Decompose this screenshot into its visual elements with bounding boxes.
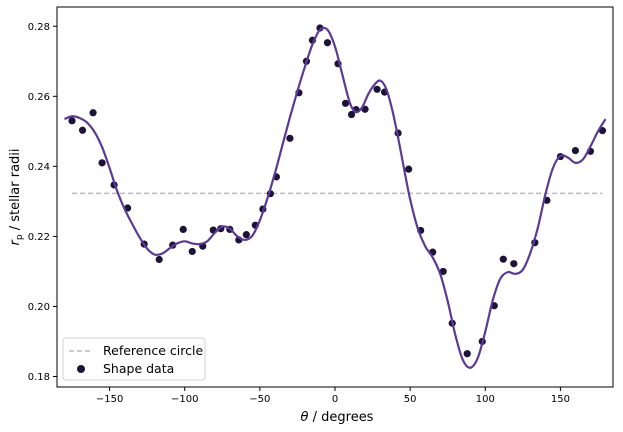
- plot-background: [57, 7, 613, 387]
- x-tick-label: 50: [404, 394, 417, 405]
- shape-data-point: [341, 99, 350, 107]
- shape-data-point: [78, 126, 87, 134]
- x-tick-label: 150: [551, 394, 570, 405]
- legend-frame: [62, 337, 206, 381]
- x-tick-label: −150: [96, 394, 123, 405]
- y-tick-label: 0.26: [28, 92, 50, 103]
- fitted-shape-curve: [64, 26, 607, 369]
- shape-data-point: [242, 231, 250, 239]
- shape-data-point: [316, 24, 324, 32]
- y-tick-label: 0.28: [28, 22, 50, 33]
- shape-data-point: [571, 146, 580, 155]
- plot-area: [57, 7, 613, 387]
- legend: Reference circle Shape data: [62, 337, 206, 381]
- x-tick-label: 0: [332, 394, 338, 405]
- y-tick-label: 0.18: [28, 372, 50, 383]
- y-axis-label: rp / stellar radii: [8, 148, 25, 245]
- shape-data-point: [323, 39, 332, 47]
- shape-data-point: [155, 255, 163, 264]
- shape-data-point: [98, 159, 106, 167]
- shape-data-point: [405, 165, 413, 173]
- y-tick-label: 0.20: [28, 302, 50, 313]
- x-tick-label: 100: [476, 394, 495, 405]
- legend-shape-data-swatch: [77, 365, 85, 373]
- shape-data-point: [510, 260, 518, 268]
- shape-data-point: [89, 109, 97, 117]
- chart-marks: [64, 24, 607, 369]
- y-tick-label: 0.22: [28, 232, 50, 243]
- x-tick-label: −100: [171, 394, 198, 405]
- legend-reference-circle-label: Reference circle: [103, 343, 203, 358]
- shape-data-point: [439, 267, 447, 276]
- axes: −150 −100 −50 0 50 100 150 0.18 0.20 0.22 0.24 0.26…: [28, 6, 614, 405]
- shape-data-point: [499, 255, 507, 263]
- legend-shape-data-label: Shape data: [103, 361, 174, 376]
- x-axis-label: θ / degrees: [301, 410, 374, 425]
- y-tick-label: 0.24: [28, 162, 50, 173]
- x-tick-label: −50: [249, 394, 270, 405]
- shape-data-point: [463, 350, 471, 358]
- shape-data-point: [68, 117, 76, 125]
- shape-data-point: [179, 225, 187, 233]
- shape-data-point: [188, 247, 196, 256]
- shape-data-point: [373, 85, 381, 93]
- shape-data-point: [286, 134, 294, 142]
- shape-data-point: [347, 110, 356, 119]
